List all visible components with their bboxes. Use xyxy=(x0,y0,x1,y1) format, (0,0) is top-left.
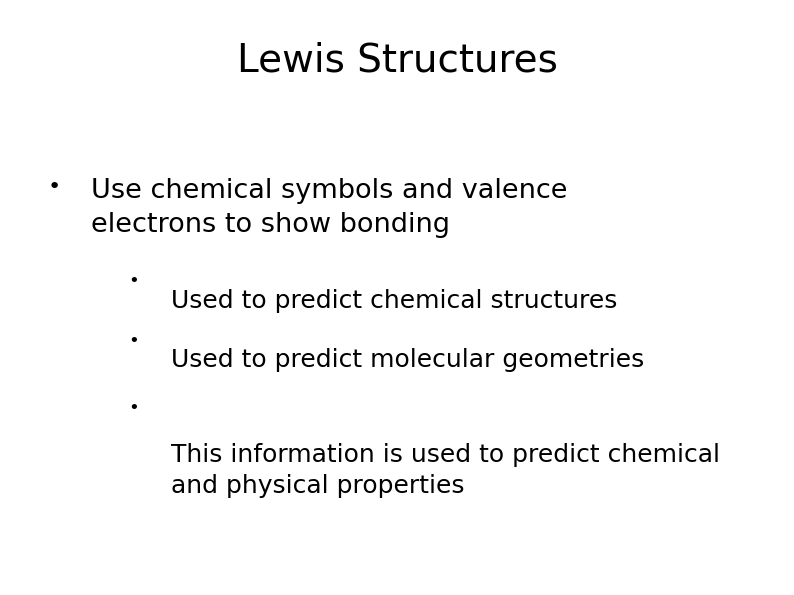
Text: Used to predict molecular geometries: Used to predict molecular geometries xyxy=(171,348,644,372)
Text: •: • xyxy=(128,332,139,350)
Text: This information is used to predict chemical
and physical properties: This information is used to predict chem… xyxy=(171,443,719,498)
Text: Use chemical symbols and valence
electrons to show bonding: Use chemical symbols and valence electro… xyxy=(91,178,568,237)
Text: •: • xyxy=(128,399,139,416)
Text: •: • xyxy=(48,177,60,198)
Text: Lewis Structures: Lewis Structures xyxy=(237,42,557,80)
Text: •: • xyxy=(128,273,139,290)
Text: Used to predict chemical structures: Used to predict chemical structures xyxy=(171,289,617,312)
